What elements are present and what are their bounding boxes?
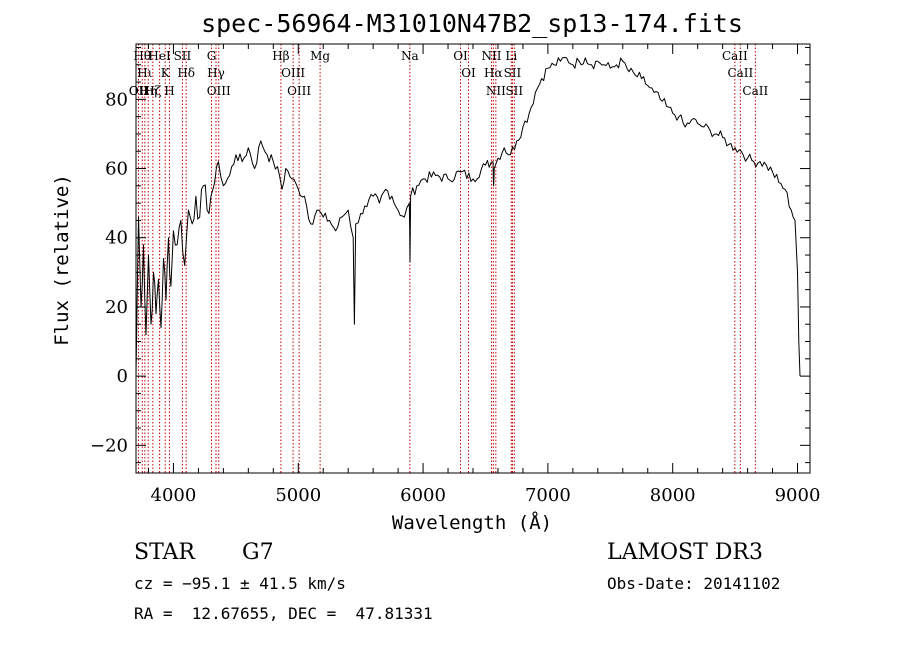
x-axis-label: Wavelength (Å) xyxy=(392,511,552,534)
line-label: CaII xyxy=(722,49,748,63)
y-tick-label: −20 xyxy=(90,435,128,456)
line-label: HeI xyxy=(148,49,171,63)
redshift-text: cz = −95.1 ± 41.5 km/s xyxy=(134,574,346,593)
line-label: K xyxy=(161,66,171,80)
line-label: OIII xyxy=(287,84,311,98)
line-label-group: OIIOIIHθHιHηHζHeIKHSIIHδGHγOIIIHβOIIIOII… xyxy=(129,49,769,98)
line-label: OI xyxy=(453,49,468,63)
line-label: NII xyxy=(486,84,506,98)
line-label: OIII xyxy=(207,84,231,98)
line-label: Hα xyxy=(484,66,503,80)
line-label: Hθ xyxy=(133,49,151,63)
x-axis: 4000 5000 6000 7000 8000 9000 xyxy=(147,44,821,506)
x-tick-label: 4000 xyxy=(151,485,197,506)
chart-title: spec-56964-M31010N47B2_sp13-174.fits xyxy=(201,9,743,38)
plot-frame xyxy=(135,43,811,474)
line-label: Hδ xyxy=(177,66,195,80)
line-label: Li xyxy=(505,49,517,63)
line-label: OII xyxy=(129,84,149,98)
x-tick-label: 9000 xyxy=(775,485,821,506)
y-tick-label: 80 xyxy=(105,89,128,110)
x-tick-label: 7000 xyxy=(525,485,571,506)
line-label: H xyxy=(164,84,174,98)
line-label: CaII xyxy=(727,66,753,80)
line-label: Na xyxy=(401,49,419,63)
line-label: SII xyxy=(174,49,192,63)
line-label: OIII xyxy=(281,66,305,80)
x-tick-label: 6000 xyxy=(400,485,446,506)
line-label: SII xyxy=(505,84,523,98)
line-label: SII xyxy=(504,66,522,80)
y-tick-label: 40 xyxy=(105,228,128,249)
line-label: Hη xyxy=(139,84,157,98)
line-label: G xyxy=(207,49,217,63)
x-tick-label: 5000 xyxy=(275,485,321,506)
spectrum-line xyxy=(135,57,801,377)
object-class: STAR xyxy=(134,540,195,565)
line-label: Hβ xyxy=(272,49,289,63)
line-label: NII xyxy=(481,49,501,63)
y-axis-label: Flux (relative) xyxy=(51,174,73,346)
line-label: Mg xyxy=(310,49,330,63)
line-label: OII xyxy=(129,84,149,98)
x-tick-label: 8000 xyxy=(650,485,696,506)
line-marker-group xyxy=(137,44,756,473)
line-label: Hγ xyxy=(207,66,225,80)
y-tick-label: 60 xyxy=(105,159,128,180)
object-subclass: G7 xyxy=(242,540,274,565)
line-label: Hι xyxy=(137,66,152,80)
y-axis: −20 0 20 40 60 80 xyxy=(90,46,810,464)
y-tick-label: 0 xyxy=(117,366,128,387)
coordinates-text: RA = 12.67655, DEC = 47.81331 xyxy=(134,604,433,623)
y-tick-label: 20 xyxy=(105,297,128,318)
line-label: CaII xyxy=(742,84,768,98)
line-label: Hζ xyxy=(144,84,161,98)
survey-label: LAMOST DR3 xyxy=(607,540,763,565)
obs-date-text: Obs-Date: 20141102 xyxy=(607,574,781,593)
line-label: OI xyxy=(461,66,476,80)
